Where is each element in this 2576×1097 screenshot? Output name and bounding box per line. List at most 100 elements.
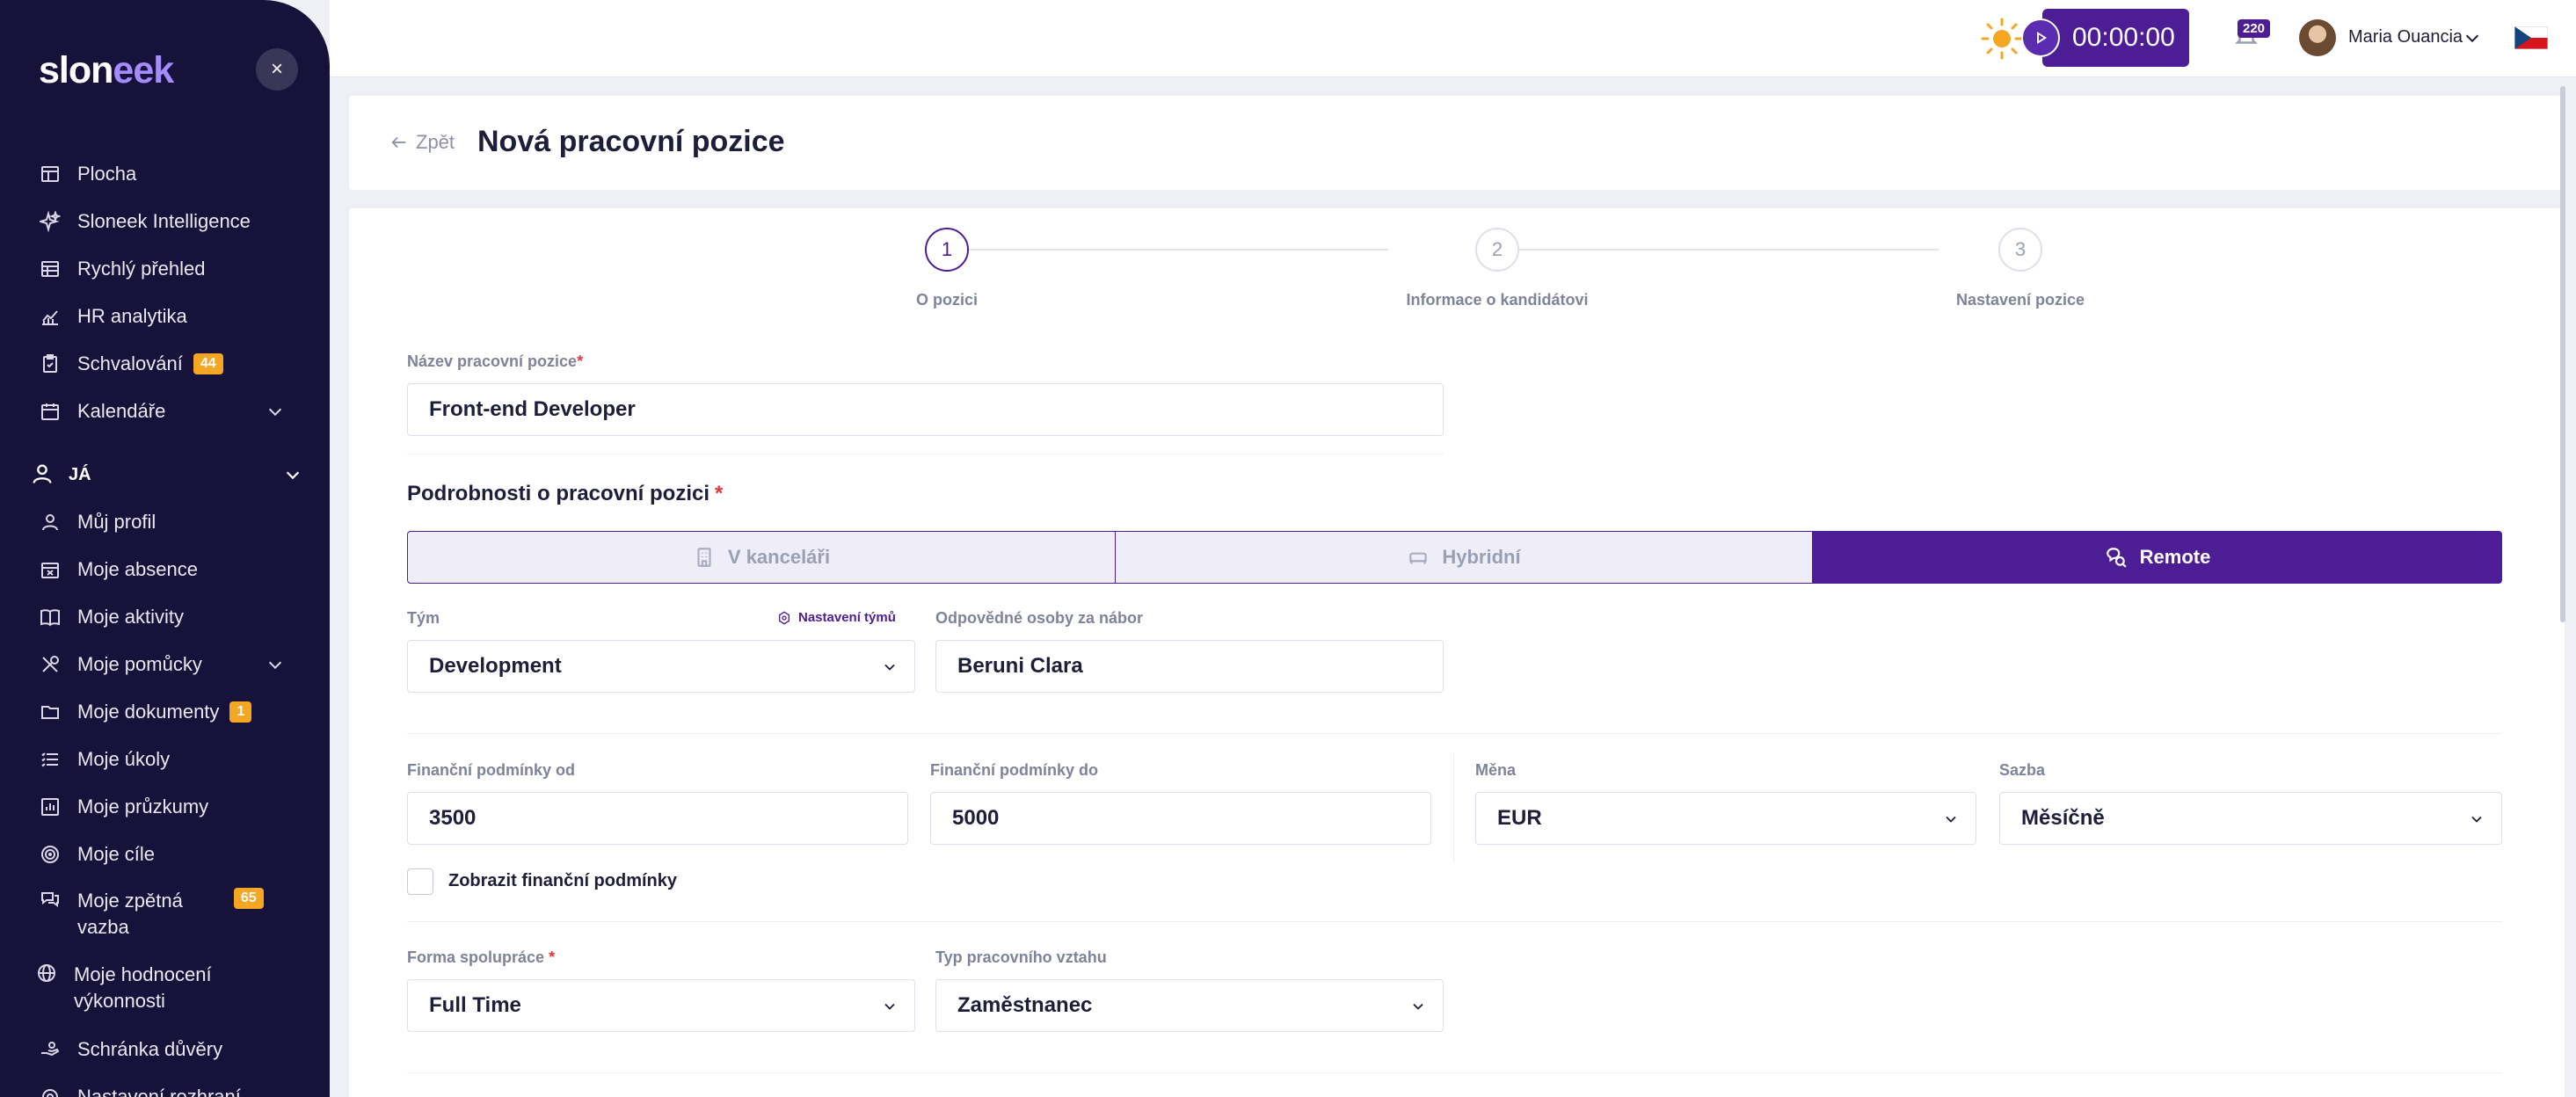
sidebar-item-moje-hodnoceni-vykonnosti[interactable]: Moje hodnocení výkonnosti bbox=[35, 962, 212, 1023]
step-1[interactable]: 1 O pozici bbox=[868, 228, 1026, 309]
step-2[interactable]: 2 Informace o kandidátovi bbox=[1339, 228, 1655, 309]
sidebar-item-label: Moje zpětná bbox=[77, 890, 183, 912]
sloneek-logo[interactable]: sloneek bbox=[39, 49, 174, 92]
input-value: 5000 bbox=[952, 806, 1000, 830]
page-title: Nová pracovní pozice bbox=[477, 125, 785, 158]
input-value: Front-end Developer bbox=[429, 397, 636, 421]
select-value: Zaměstnanec bbox=[957, 993, 1093, 1017]
salary-from-input[interactable]: 3500 bbox=[407, 792, 908, 845]
sidebar-item-label-wrap: Moje hodnocení výkonnosti bbox=[74, 962, 212, 1014]
sidebar-item-hr-analytika[interactable]: HR analytika bbox=[39, 301, 187, 332]
sidebar-item-label: Schránka důvěry bbox=[77, 1038, 223, 1060]
arrow-left-icon bbox=[391, 136, 406, 149]
sidebar-section-me[interactable]: JÁ bbox=[30, 459, 302, 490]
sidebar-item-kalendare[interactable]: Kalendáře bbox=[39, 396, 165, 427]
vertical-divider bbox=[1453, 753, 1454, 862]
sidebar-item-schranka-duvery[interactable]: Schránka důvěry bbox=[39, 1034, 222, 1065]
show-salary-checkbox[interactable] bbox=[407, 868, 433, 895]
feedback-icon bbox=[39, 888, 62, 911]
sidebar-item-moje-cile[interactable]: Moje cíle bbox=[39, 839, 155, 870]
remote-icon bbox=[2106, 548, 2127, 568]
currency-select[interactable]: EUR bbox=[1475, 792, 1976, 845]
sidebar-item-plocha[interactable]: Plocha bbox=[39, 158, 136, 190]
avatar[interactable] bbox=[2299, 19, 2336, 56]
team-select[interactable]: Development bbox=[407, 640, 915, 693]
timer-display: 00:00:00 bbox=[2072, 23, 2175, 52]
step-3[interactable]: 3 Nastavení pozice bbox=[1915, 228, 2126, 309]
sidebar-item-schvalovani[interactable]: Schvalování 44 bbox=[39, 348, 223, 380]
page-scrollbar[interactable] bbox=[2560, 86, 2565, 622]
time-tracker-button[interactable]: 00:00:00 bbox=[2021, 9, 2189, 67]
gear-icon bbox=[779, 611, 790, 624]
input-value: 3500 bbox=[429, 806, 477, 830]
team-settings-link[interactable]: Nastavení týmů bbox=[777, 610, 896, 625]
user-name[interactable]: Maria Ouancia bbox=[2348, 27, 2463, 47]
salary-to-input[interactable]: 5000 bbox=[930, 792, 1431, 845]
sidebar-item-label: Moje pomůcky bbox=[77, 653, 202, 675]
step-label: Nastavení pozice bbox=[1955, 291, 2085, 309]
sidebar-item-moje-pruzkumy[interactable]: Moje průzkumy bbox=[39, 791, 208, 823]
stepper-connector bbox=[1518, 249, 1939, 251]
segment-label: V kanceláři bbox=[727, 546, 831, 568]
sidebar-item-sloneek-intelligence[interactable]: Sloneek Intelligence bbox=[39, 206, 251, 237]
sidebar-item-label: Moje průzkumy bbox=[77, 796, 209, 817]
cooperation-label: Forma spolupráce * bbox=[407, 948, 555, 967]
section-label: JÁ bbox=[69, 464, 91, 484]
work-mode-hybrid[interactable]: Hybridní bbox=[1116, 531, 1813, 584]
book-icon bbox=[39, 606, 62, 628]
rate-select[interactable]: Měsíčně bbox=[1999, 792, 2502, 845]
settings-icon bbox=[39, 1086, 62, 1097]
target-icon bbox=[39, 843, 62, 866]
sidebar-item-label: Schvalování bbox=[77, 352, 183, 374]
cooperation-select[interactable]: Full Time bbox=[407, 979, 915, 1032]
sidebar-item-nastaveni-rozhrani[interactable]: Nastavení rozhraní bbox=[39, 1081, 241, 1097]
work-mode-remote[interactable]: Remote bbox=[1813, 531, 2502, 584]
step-label: O pozici bbox=[915, 291, 978, 309]
sidebar-item-rychly-prehled[interactable]: Rychlý přehled bbox=[39, 253, 206, 285]
chevron-down-icon[interactable] bbox=[266, 655, 285, 674]
divider bbox=[407, 1072, 2502, 1073]
input-value: Beruni Clara bbox=[957, 654, 1083, 678]
position-form-card: 1 O pozici 2 Informace o kandidátovi 3 N… bbox=[349, 208, 2565, 1097]
building-icon bbox=[697, 548, 711, 567]
sidebar-item-moje-dokumenty[interactable]: Moje dokumenty 1 bbox=[39, 696, 252, 728]
close-icon: × bbox=[270, 57, 283, 81]
sidebar-item-moje-ukoly[interactable]: Moje úkoly bbox=[39, 744, 170, 775]
step-label: Informace o kandidátovi bbox=[1406, 291, 1589, 309]
play-icon[interactable] bbox=[2021, 18, 2060, 57]
step-number: 1 bbox=[925, 228, 969, 272]
select-value: Development bbox=[429, 654, 562, 678]
position-name-input[interactable]: Front-end Developer bbox=[407, 383, 1444, 436]
documents-count-badge: 1 bbox=[229, 701, 252, 723]
sidebar-item-label: Rychlý přehled bbox=[77, 258, 206, 280]
back-label: Zpět bbox=[416, 131, 455, 153]
section-title-text: Podrobnosti o pracovní pozici bbox=[407, 482, 710, 505]
sidebar-item-moje-zpetna-vazba[interactable]: Moje zpětná vazba 65 bbox=[39, 888, 264, 949]
sun-icon[interactable] bbox=[1981, 18, 2023, 60]
grid-icon bbox=[39, 258, 62, 280]
chevron-down-icon bbox=[881, 657, 899, 675]
top-bar bbox=[330, 0, 2576, 77]
sparkles-icon bbox=[39, 210, 62, 233]
sidebar-item-moje-absence[interactable]: Moje absence bbox=[39, 554, 198, 585]
link-text: Nastavení týmů bbox=[798, 610, 896, 625]
work-mode-office[interactable]: V kanceláři bbox=[407, 531, 1116, 584]
employment-type-select[interactable]: Zaměstnanec bbox=[935, 979, 1444, 1032]
logo-text-accent: eek bbox=[113, 49, 174, 91]
sidebar-item-moje-pomucky[interactable]: Moje pomůcky bbox=[39, 649, 202, 680]
sidebar-item-moje-aktivity[interactable]: Moje aktivity bbox=[39, 601, 184, 633]
close-sidebar-button[interactable]: × bbox=[256, 48, 298, 91]
sidebar-item-label: Můj profil bbox=[77, 511, 156, 533]
show-salary-label[interactable]: Zobrazit finanční podmínky bbox=[448, 871, 678, 890]
back-link[interactable]: Zpět bbox=[389, 131, 455, 154]
recruiters-input[interactable]: Beruni Clara bbox=[935, 640, 1444, 693]
chevron-down-icon bbox=[1409, 997, 1427, 1014]
sidebar-item-label: Moje cíle bbox=[77, 843, 156, 865]
chevron-down-icon[interactable] bbox=[2463, 28, 2482, 47]
sidebar-item-label: Sloneek Intelligence bbox=[77, 210, 251, 232]
chevron-down-icon[interactable] bbox=[266, 402, 285, 421]
chevron-down-icon bbox=[283, 465, 302, 484]
sidebar-item-label: vazba bbox=[77, 916, 129, 938]
sidebar-item-muj-profil[interactable]: Můj profil bbox=[39, 506, 156, 538]
czech-flag-icon[interactable] bbox=[2514, 26, 2548, 49]
